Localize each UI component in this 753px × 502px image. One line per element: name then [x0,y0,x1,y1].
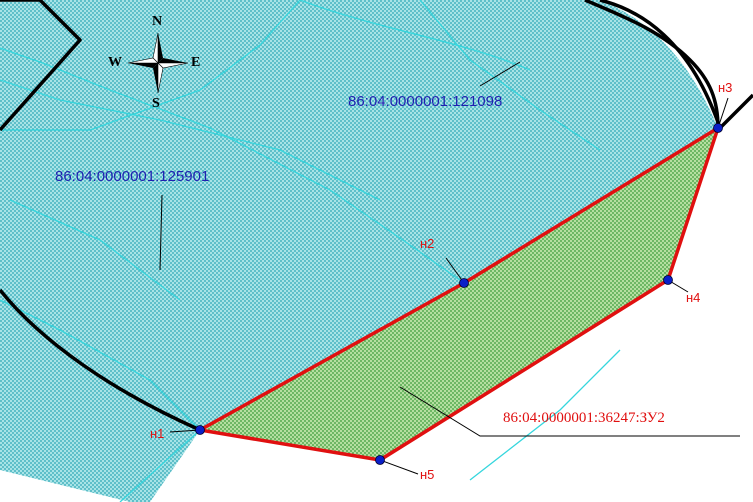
point-marker-n2[interactable] [459,278,469,288]
compass-rose-icon [127,32,189,94]
point-marker-n4[interactable] [663,275,673,285]
parcel-label-125901: 86:04:0000001:125901 [55,168,210,185]
leader-n5 [379,459,419,475]
compass-south-label: S [152,96,160,111]
unregistered-area [150,110,753,502]
point-marker-n5[interactable] [375,455,385,465]
compass-north-label: N [152,14,163,29]
point-label-n3: н3 [718,80,733,95]
leader-n3 [717,97,729,129]
leader-parcel-121098 [479,61,521,87]
parcel-label-121098: 86:04:0000001:121098 [348,93,503,110]
leader-parcel-125901 [159,194,163,271]
point-label-n5: н5 [420,467,435,482]
point-label-n2: н2 [420,236,435,251]
leader-n1 [169,429,201,433]
compass-east-label: E [191,55,201,70]
leader-new-plot [399,386,740,437]
leader-n2 [445,257,465,284]
new-plot-polygon [194,124,722,462]
boundary-lines [0,0,753,432]
point-marker-n3[interactable] [713,123,723,133]
point-markers [195,123,723,465]
point-marker-n1[interactable] [195,425,205,435]
new-plot-label: 86:04:0000001:36247:ЗУ2 [503,410,665,426]
parcel-inner-lines [0,0,621,502]
point-label-n4: н4 [686,290,701,305]
compass-west-label: W [108,55,122,70]
point-label-n1: н1 [150,426,165,441]
